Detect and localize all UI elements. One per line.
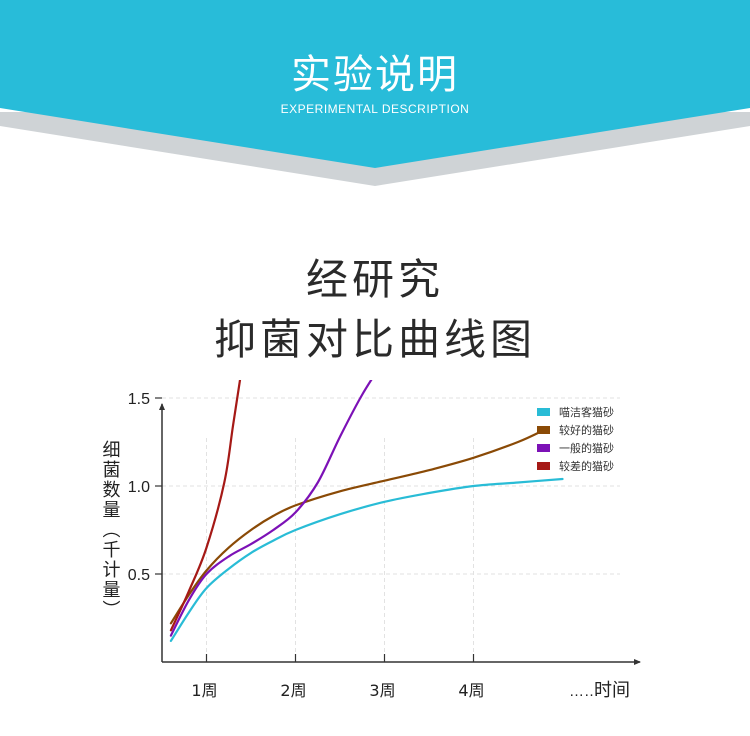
banner-subtitle: EXPERIMENTAL DESCRIPTION — [280, 102, 470, 116]
x-axis-ticks: 1周 2周 3周 4周 — [191, 654, 485, 700]
x-tick-label: 4周 — [458, 681, 484, 700]
series-line-1 — [169, 477, 564, 642]
series-line-2 — [169, 428, 546, 625]
x-axis-ellipsis: …… — [569, 683, 599, 700]
series-line-4 — [169, 380, 242, 632]
banner-title: 实验说明 — [291, 52, 459, 98]
headline-line-1: 经研究 — [305, 255, 444, 304]
legend-label: 喵洁客猫砂 — [559, 405, 614, 419]
legend-label: 较差的猫砂 — [559, 459, 614, 473]
y-tick-label: 1.5 — [128, 391, 150, 408]
chart-grid — [162, 397, 620, 662]
legend-swatch — [537, 462, 550, 470]
banner-background — [0, 0, 750, 168]
legend-swatch — [537, 408, 550, 416]
series-line-3 — [169, 380, 373, 637]
y-axis-label: 细菌数量（千计量） — [100, 440, 121, 620]
y-axis-ticks: 0.51.01.52.02.5 — [128, 391, 162, 584]
legend-swatch — [537, 444, 550, 452]
x-tick-label: 2周 — [280, 681, 306, 700]
x-axis-label: 时间 — [594, 680, 630, 701]
legend-label: 较好的猫砂 — [559, 423, 614, 437]
legend-swatch — [537, 426, 550, 434]
chart-series — [169, 380, 564, 642]
y-tick-label: 0.5 — [128, 567, 150, 584]
chart-axes — [159, 403, 641, 665]
x-tick-label: 3周 — [369, 681, 395, 700]
header-banner: 实验说明 EXPERIMENTAL DESCRIPTION — [0, 0, 750, 190]
banner-shape — [0, 0, 750, 186]
x-tick-label: 1周 — [191, 681, 217, 700]
y-tick-label: 1.0 — [128, 479, 150, 496]
legend-label: 一般的猫砂 — [559, 441, 614, 455]
headline-line-2: 抑菌对比曲线图 — [213, 315, 536, 364]
